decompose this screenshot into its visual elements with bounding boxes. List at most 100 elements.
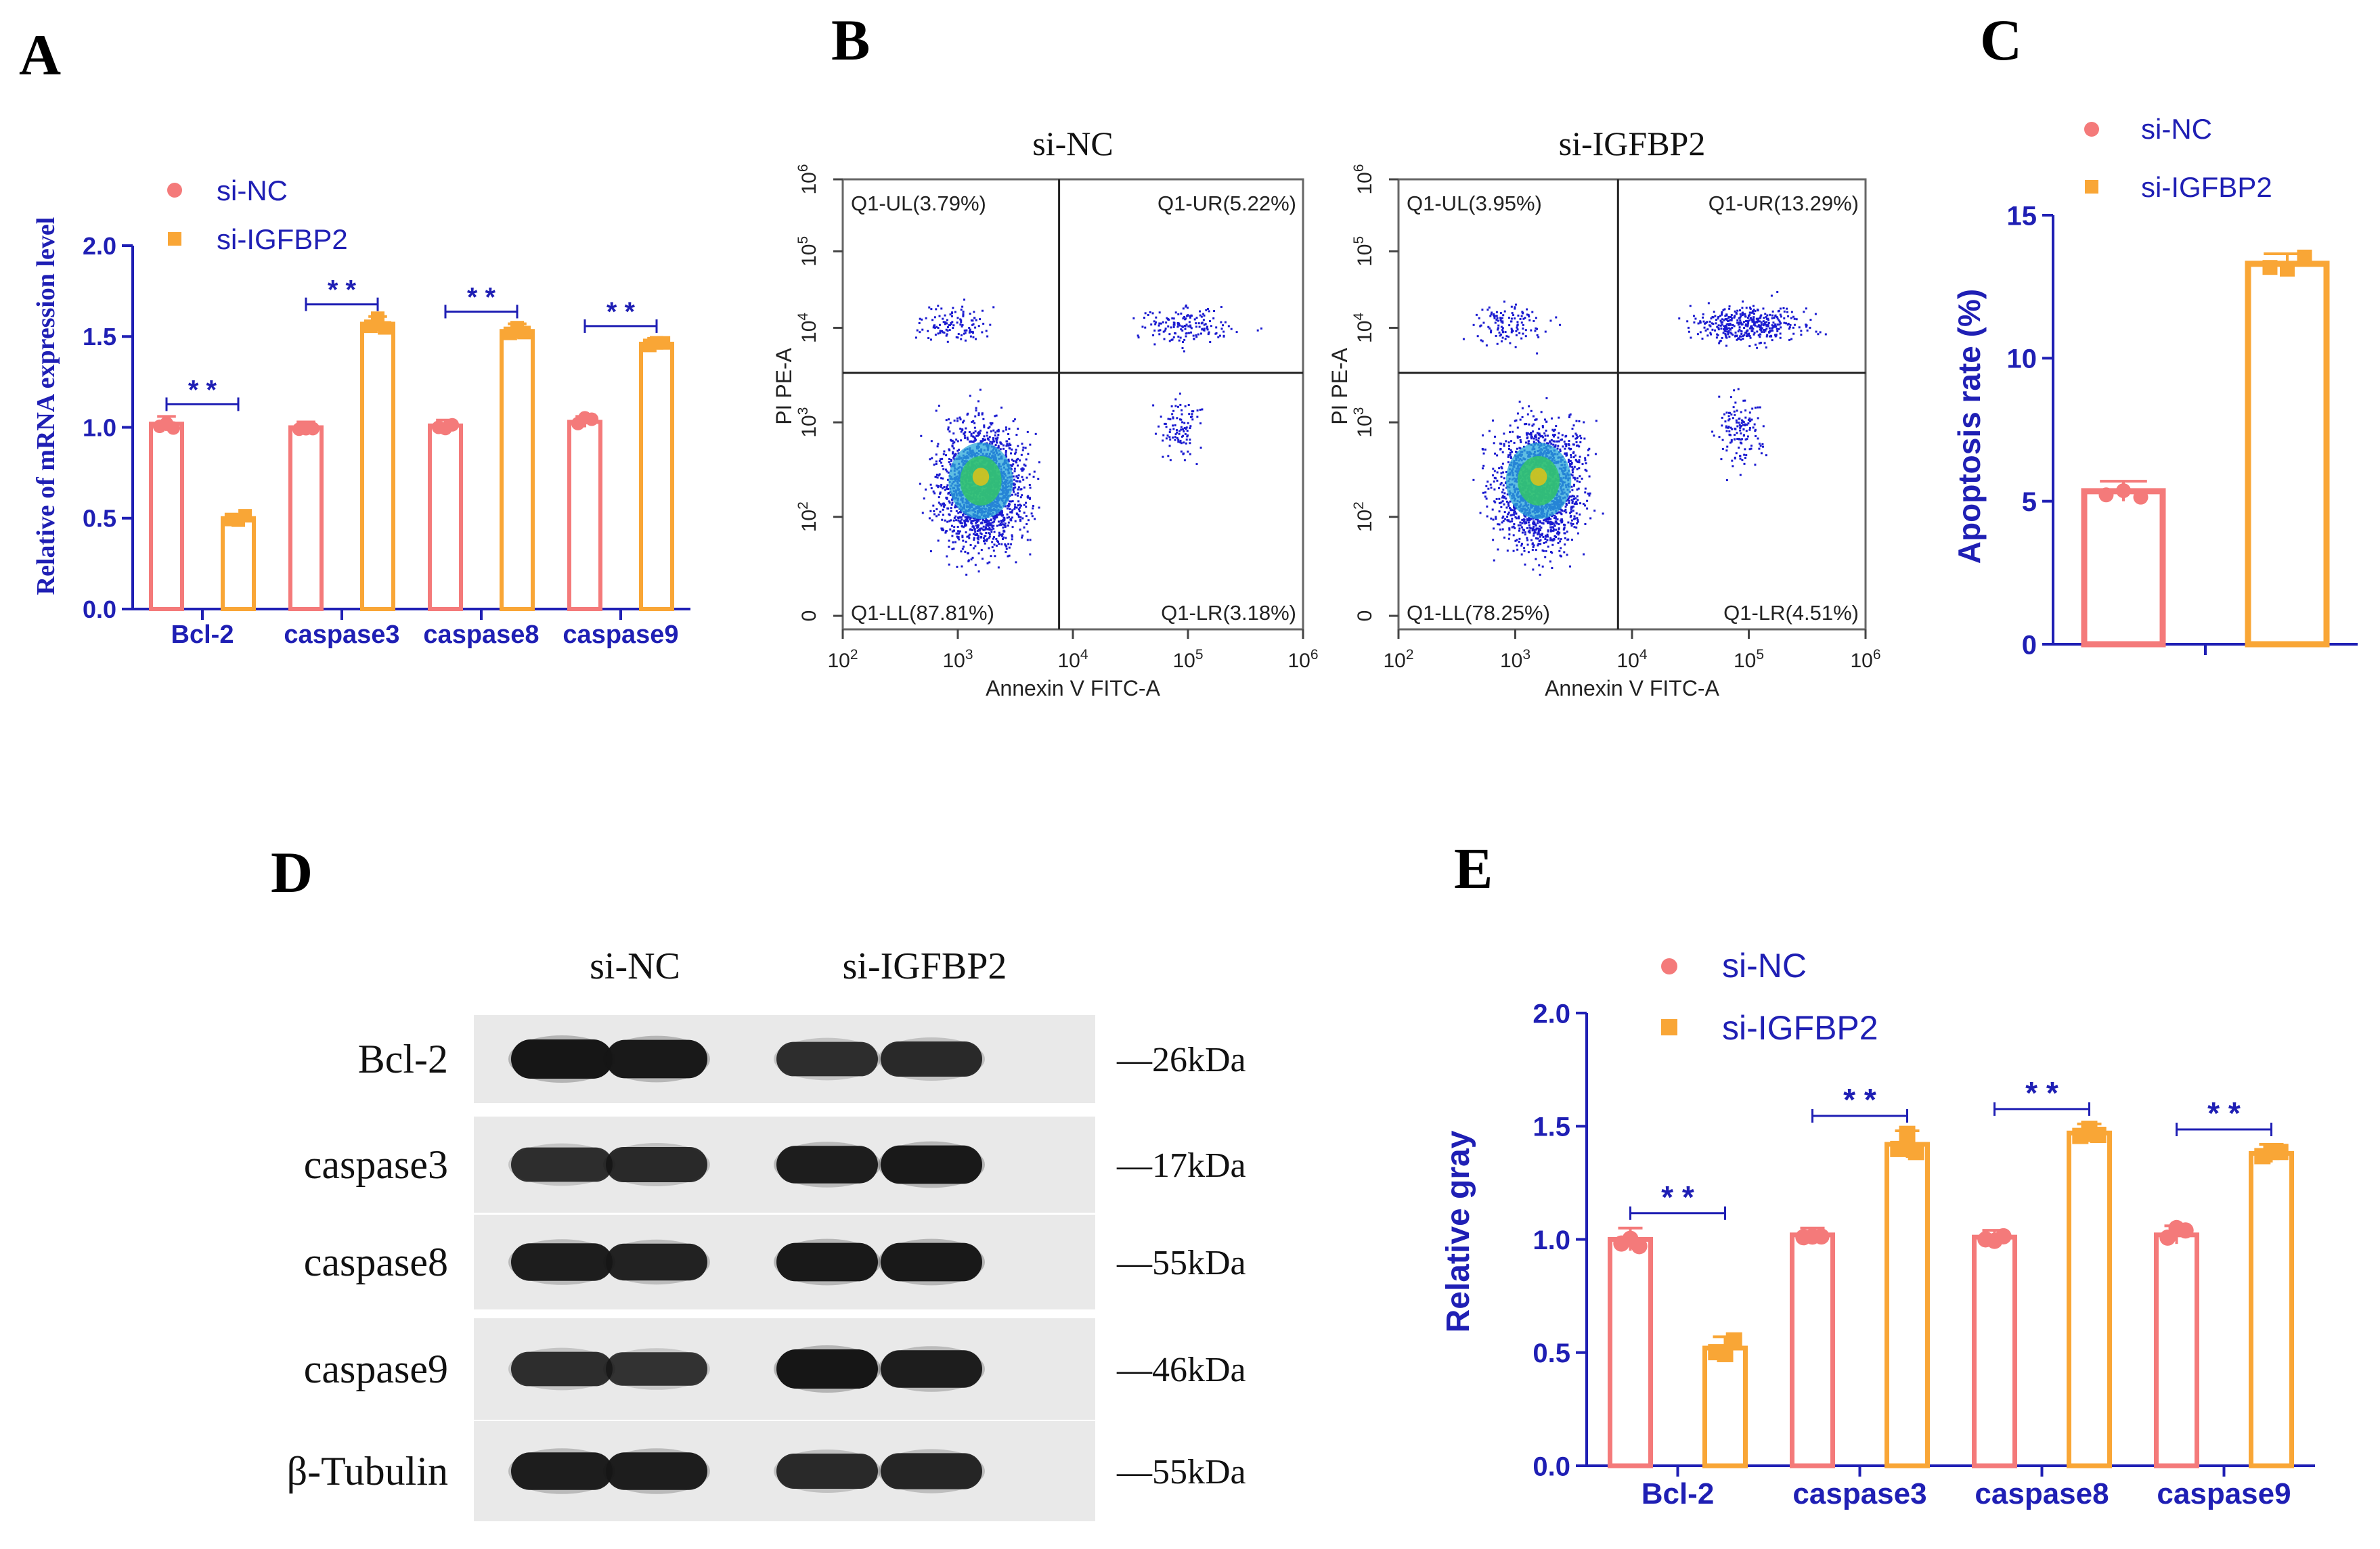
flow-event [963,330,966,332]
flow-event [1181,435,1183,438]
flow-event [1577,444,1579,447]
flow-event [1014,503,1017,506]
flow-event [1155,321,1158,323]
flow-event [946,555,948,558]
flow-event [1731,326,1734,329]
flow-event [1537,529,1540,532]
flow-event [1484,448,1486,451]
flow-event [1735,419,1738,422]
flow-event [1195,334,1197,337]
flow-event [997,428,1000,431]
flow-event [1222,324,1225,327]
flow-event [1158,425,1160,428]
flow-event [1740,338,1742,341]
flow-event [963,420,965,422]
flow-event [925,317,927,319]
flow-event [1561,520,1564,522]
flow-event [1014,486,1017,489]
flow-event [1729,331,1732,334]
flow-event [1200,315,1203,318]
flow-event [1535,558,1537,560]
flow-event [1728,305,1731,308]
flow-event [1189,425,1192,428]
flow-event [1506,549,1509,552]
flow-event [1010,511,1013,514]
legend-c-si-igfbp2-label: si-IGFBP2 [2141,171,2272,203]
flow-event [1502,314,1505,317]
flow-event [962,526,965,529]
flow-event [1725,323,1728,325]
flow-event [1528,524,1530,526]
flow-event [1727,419,1730,422]
flow-event [1008,428,1011,430]
flow-event [1574,478,1577,480]
flow-event [963,519,966,522]
flow-event [1489,327,1491,330]
flow-event [1738,323,1740,325]
flow-event [1516,539,1518,541]
flow-event [1738,321,1740,324]
flow-event [1504,338,1507,340]
flow-event [1482,434,1484,436]
flow-event [1545,518,1547,521]
flow-event [1503,492,1506,495]
flow-event [1741,323,1744,325]
flow-event [1779,336,1782,339]
flow-event [984,521,986,524]
flow-event [1756,346,1759,349]
flow-event [1014,520,1017,522]
flow-event [972,420,975,422]
flow-event [1484,495,1486,498]
flow-event [1753,323,1755,326]
flow-event [1568,462,1571,465]
flow-event [1486,309,1489,311]
flow-event [1699,320,1702,323]
flow-event [1738,424,1741,426]
flow-event [992,439,994,441]
flow-event [1541,426,1544,428]
flow-event [1512,509,1515,512]
flow-event [1740,411,1742,413]
flow-event [972,336,975,338]
flow-event [1776,290,1779,293]
flow-event [1721,321,1724,323]
flow-event [1727,317,1730,319]
chart-a-ytick-label: 0.5 [83,505,116,533]
flow-event [1702,320,1705,323]
flow-event [1206,328,1209,331]
flow-event [1570,462,1573,464]
flow-event [1770,294,1773,297]
flow-event [999,441,1002,444]
flow-event [1556,532,1558,535]
flow-event [1757,320,1759,323]
flow-event [1758,320,1761,323]
flow-event [1025,506,1028,508]
flow-event [1748,411,1751,414]
flow-event [1496,328,1499,331]
flow-event [1507,503,1509,506]
flow-event [1010,543,1013,545]
flow-event [1187,403,1190,406]
flow-event [940,527,943,530]
flow-event [1199,447,1202,449]
flow-event [1533,534,1535,537]
flow-event [1739,474,1742,476]
flow-event [1537,518,1539,521]
flow-event [1566,453,1568,456]
flow-event [933,326,936,329]
flow-event [1767,319,1770,321]
flow-event [1528,423,1530,426]
flow-event [1772,321,1775,324]
flow-event [1171,317,1174,319]
flow-event [1753,309,1755,311]
flow-event [1183,441,1185,444]
flow-event [1154,323,1157,325]
flow-event [1751,320,1754,323]
flow-event [950,507,952,510]
flow-event [1725,425,1727,428]
flow-event [1518,447,1521,449]
flow-event [1222,334,1225,337]
flow-event [976,526,979,529]
flow-event [1743,334,1746,336]
flow-event [946,340,949,343]
